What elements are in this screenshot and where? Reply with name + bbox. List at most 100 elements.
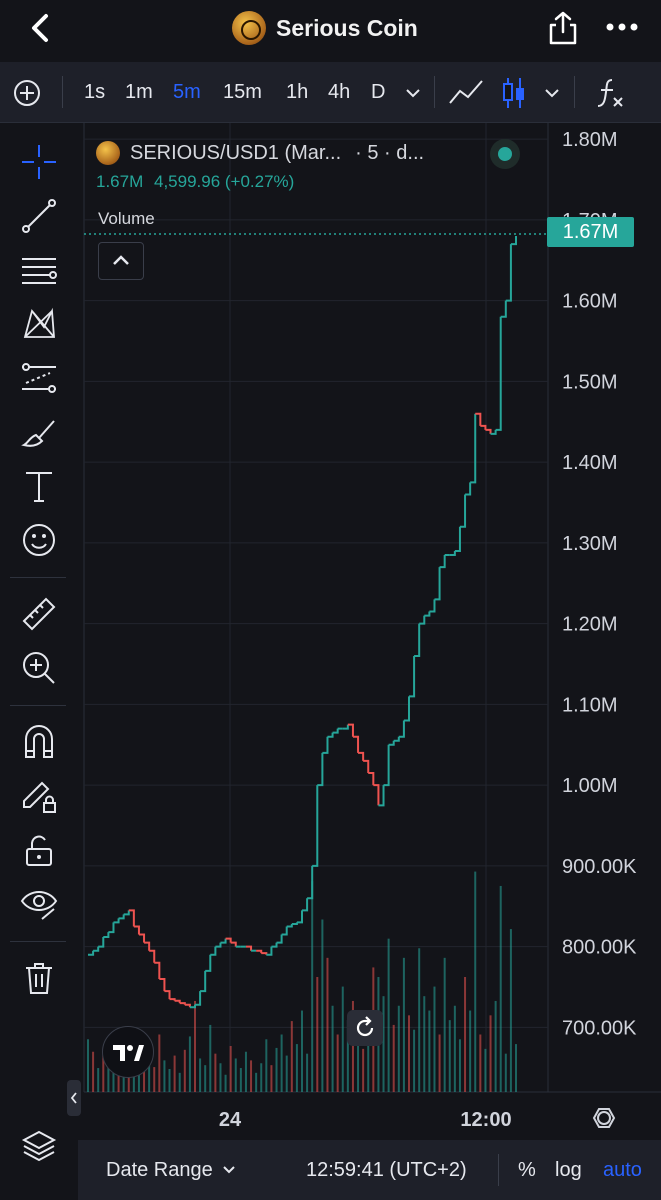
interval-1m[interactable]: 1m: [125, 80, 153, 103]
volume-bar: [285, 1055, 288, 1092]
price-segment: [434, 567, 441, 601]
emoji-icon[interactable]: [20, 521, 58, 559]
volume-bar: [433, 986, 436, 1092]
price-segment: [98, 936, 105, 948]
volume-bar: [464, 977, 467, 1092]
symbol-name[interactable]: SERIOUS/USD1 (Mar...: [130, 141, 342, 164]
lock-drawing-pencil-icon[interactable]: [20, 777, 58, 815]
interval-5m[interactable]: 5m: [173, 80, 201, 103]
tradingview-logo-icon[interactable]: [102, 1026, 154, 1078]
volume-bar: [234, 1058, 237, 1092]
price-segment: [480, 424, 487, 430]
volume-bar: [255, 1072, 258, 1092]
price-segment: [332, 728, 339, 734]
chart-type-chevron-down-icon[interactable]: [543, 84, 561, 102]
price-segment: [215, 942, 222, 948]
volume-bar: [509, 929, 512, 1092]
interval-info: · 5 · d...: [355, 141, 425, 164]
price-segment: [459, 494, 467, 528]
volume-bar: [219, 1063, 222, 1092]
text-tool-icon[interactable]: [20, 467, 58, 505]
log-scale-toggle[interactable]: log: [555, 1158, 582, 1181]
price-segment: [485, 428, 492, 434]
more-options-icon[interactable]: [604, 12, 640, 42]
price-segment: [378, 785, 385, 807]
clock-time[interactable]: 12:59:41 (UTC+2): [306, 1158, 467, 1181]
last-price-badge: 1.67M: [547, 217, 634, 247]
price-segment: [179, 1002, 186, 1005]
hide-drawings-eye-icon[interactable]: [20, 885, 58, 923]
volume-bar: [316, 977, 319, 1092]
indicators-fx-icon[interactable]: [594, 76, 628, 110]
magnet-icon[interactable]: [20, 723, 58, 761]
volume-bar: [479, 1034, 482, 1092]
axis-settings-icon[interactable]: [592, 1108, 616, 1128]
volume-bar: [97, 1068, 100, 1092]
price-segment: [271, 942, 278, 948]
volume-bar: [346, 1020, 349, 1092]
price-segment: [149, 949, 156, 963]
tools-divider: [10, 941, 66, 942]
header-title-group: Serious Coin: [232, 10, 418, 46]
auto-scale-toggle[interactable]: auto: [603, 1158, 642, 1181]
volume-bar: [107, 1063, 110, 1092]
brush-icon[interactable]: [20, 413, 58, 451]
volume-bar: [163, 1060, 166, 1092]
reset-chart-button[interactable]: [347, 1010, 383, 1046]
candlestick-icon[interactable]: [500, 76, 528, 110]
volume-bar: [326, 957, 329, 1092]
market-status-icon[interactable]: [490, 139, 520, 169]
volume-bar: [311, 881, 314, 1092]
y-tick-label: 1.20M: [562, 614, 618, 636]
add-symbol-icon[interactable]: [12, 78, 42, 108]
volume-bar: [413, 1029, 416, 1092]
y-tick-label: 1.40M: [562, 452, 618, 474]
price-segment: [419, 615, 426, 625]
zoom-in-icon[interactable]: [20, 649, 58, 687]
x-tick-label: 12:00: [460, 1109, 511, 1131]
interval-chevron-down-icon[interactable]: [404, 84, 422, 102]
collapse-sidebar-handle[interactable]: [67, 1080, 81, 1116]
pattern-tool-icon[interactable]: [20, 305, 58, 343]
volume-bar: [489, 1015, 492, 1092]
y-tick-label: 1.50M: [562, 371, 618, 393]
layers-icon[interactable]: [20, 1128, 58, 1166]
volume-bar: [331, 1005, 334, 1092]
trash-icon[interactable]: [20, 959, 58, 997]
price-segment: [409, 655, 416, 698]
interval-d[interactable]: D: [371, 80, 386, 103]
volume-bar: [290, 1021, 293, 1092]
price-segment: [103, 932, 110, 938]
price-segment: [352, 735, 360, 753]
price-segment: [108, 922, 115, 934]
volume-bar: [336, 1034, 339, 1092]
interval-1h[interactable]: 1h: [286, 80, 309, 103]
date-range-button[interactable]: Date Range: [106, 1140, 237, 1200]
volume-bar: [408, 1015, 410, 1092]
price-segment: [465, 482, 472, 496]
share-icon[interactable]: [546, 10, 580, 46]
volume-bar: [458, 1039, 461, 1092]
collapse-legend-button[interactable]: [98, 242, 144, 280]
symbol-coin-icon: [96, 141, 120, 165]
prediction-tool-icon[interactable]: [20, 359, 58, 397]
price-segment: [291, 922, 298, 926]
interval-4h[interactable]: 4h: [328, 80, 351, 103]
price-segment: [184, 1003, 191, 1008]
percent-scale-toggle[interactable]: %: [518, 1158, 536, 1181]
trend-line-icon[interactable]: [20, 197, 58, 235]
toolbar-divider: [434, 76, 435, 108]
price-segment: [449, 550, 456, 557]
axis-settings-icon[interactable]: [597, 1111, 611, 1125]
volume-label: Volume: [98, 209, 155, 228]
fib-retracement-icon[interactable]: [20, 251, 58, 289]
price-segment: [154, 961, 161, 979]
line-chart-type-icon[interactable]: [448, 77, 486, 107]
price-segment: [424, 611, 431, 617]
interval-15m[interactable]: 15m: [223, 80, 262, 103]
unlock-icon[interactable]: [20, 831, 58, 869]
ruler-icon[interactable]: [20, 595, 58, 633]
interval-1s[interactable]: 1s: [84, 80, 106, 103]
crosshair-icon[interactable]: [20, 143, 58, 181]
back-chevron-icon[interactable]: [24, 10, 60, 46]
